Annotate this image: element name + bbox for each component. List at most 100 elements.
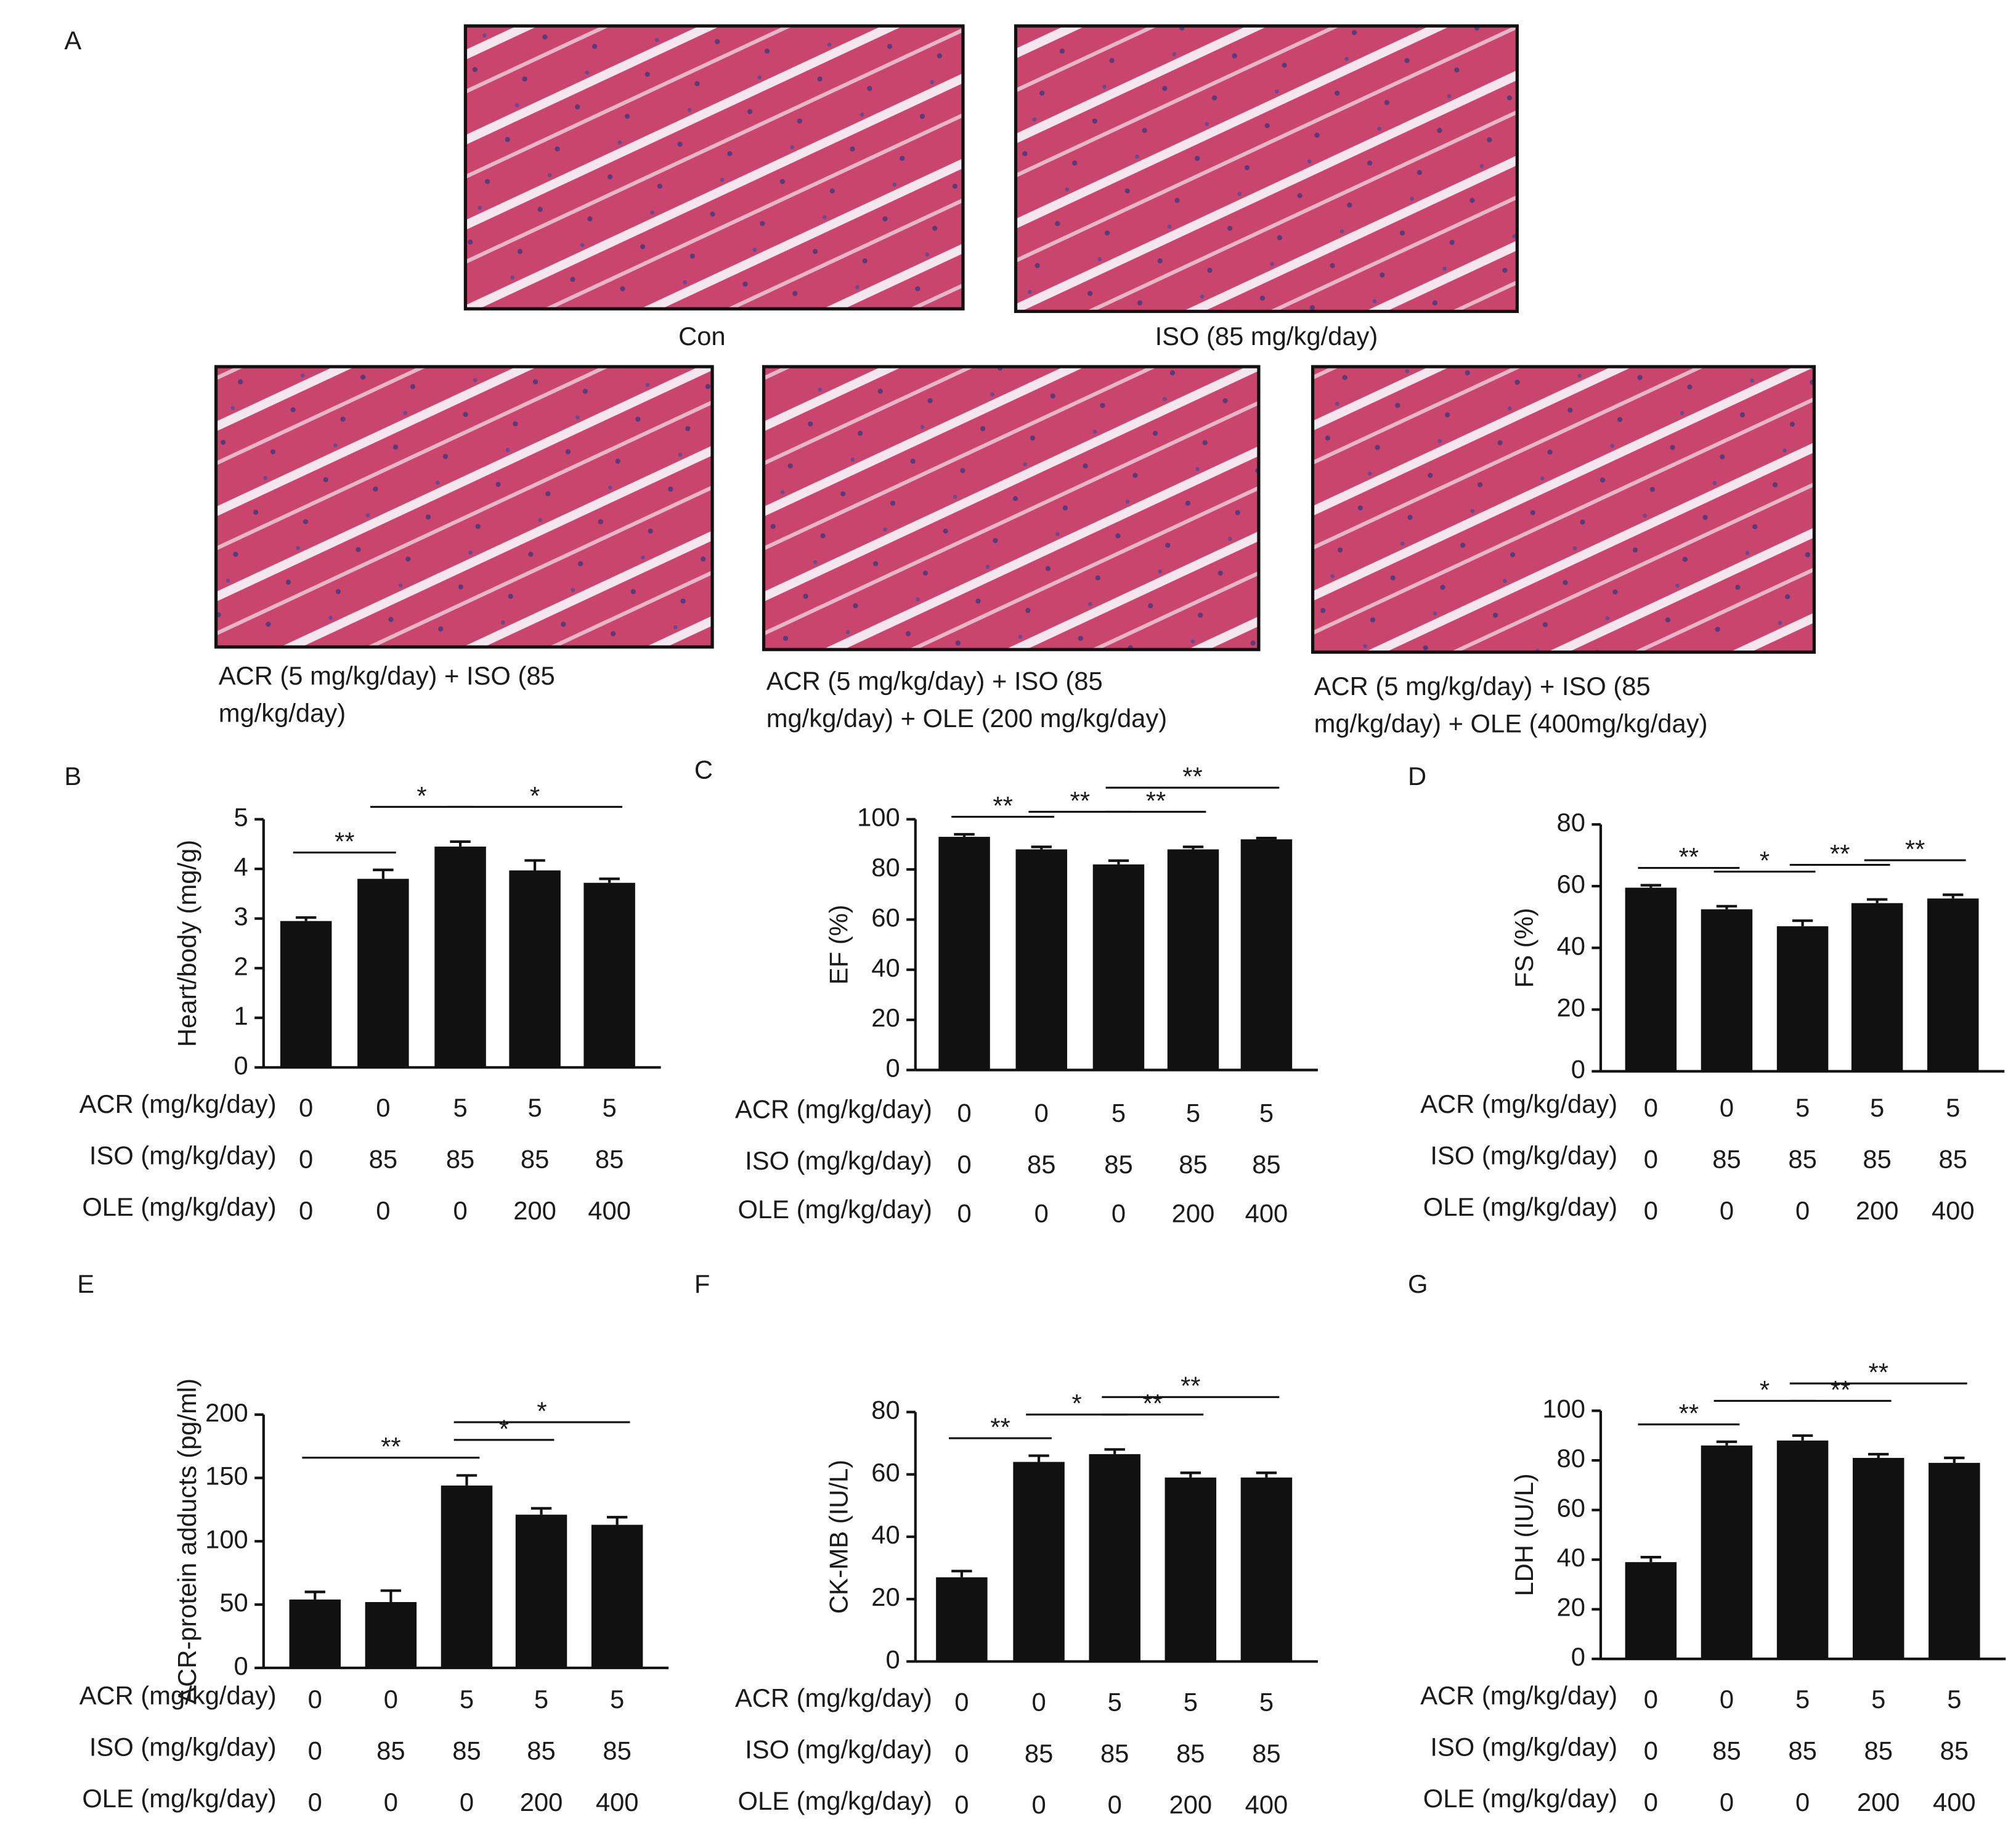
dose-value: 0 <box>308 1736 322 1765</box>
dose-value: 5 <box>1870 1093 1884 1122</box>
dose-value: 0 <box>1720 1196 1734 1225</box>
y-tick-label: 40 <box>1557 931 1585 960</box>
bar <box>434 846 486 1068</box>
row-label: ISO (mg/kg/day) <box>1430 1732 1617 1761</box>
panel-label: E <box>77 1269 94 1298</box>
dose-value: 5 <box>527 1093 542 1122</box>
y-tick-label: 5 <box>234 803 248 832</box>
dose-value: 0 <box>384 1685 398 1714</box>
significance-stars: ** <box>1905 834 1925 863</box>
image-caption: ACR (5 mg/kg/day) + ISO (85 <box>766 666 1103 695</box>
bar <box>1625 1562 1677 1659</box>
y-tick-label: 60 <box>871 903 900 932</box>
dose-value: 85 <box>376 1736 405 1765</box>
y-tick-label: 80 <box>871 853 900 882</box>
image-caption: mg/kg/day) + OLE (200 mg/kg/day) <box>766 704 1167 733</box>
row-label: ACR (mg/kg/day) <box>79 1681 277 1710</box>
significance-stars: ** <box>1181 1372 1200 1401</box>
significance-stars: ** <box>993 791 1012 820</box>
dose-value: 85 <box>1788 1736 1816 1765</box>
y-tick-label: 0 <box>234 1051 248 1080</box>
y-axis-label: Heart/body (mg/g) <box>173 840 201 1047</box>
dose-value: 0 <box>954 1790 969 1819</box>
dose-value: 400 <box>1933 1788 1976 1817</box>
dose-value: 85 <box>1179 1150 1207 1179</box>
dose-value: 5 <box>1112 1099 1126 1128</box>
y-tick-label: 40 <box>871 1520 900 1549</box>
dose-value: 0 <box>1644 1736 1658 1765</box>
bar <box>583 882 635 1068</box>
bar <box>441 1485 493 1668</box>
significance-stars: ** <box>335 827 354 856</box>
bar <box>509 870 561 1068</box>
significance-stars: ** <box>1830 839 1850 868</box>
dose-value: 400 <box>1245 1198 1288 1227</box>
y-tick-label: 0 <box>1571 1055 1585 1084</box>
dose-value: 0 <box>1795 1788 1810 1817</box>
dose-value: 5 <box>1108 1687 1122 1716</box>
bar <box>936 1577 988 1662</box>
y-tick-label: 150 <box>205 1462 248 1491</box>
bar <box>938 837 990 1070</box>
dose-value: 85 <box>521 1145 549 1174</box>
y-tick-label: 20 <box>1557 993 1585 1022</box>
dose-value: 85 <box>1025 1739 1053 1768</box>
dose-value: 85 <box>1863 1145 1891 1174</box>
panel-label: D <box>1408 762 1426 791</box>
dose-value: 5 <box>1795 1093 1810 1122</box>
row-label: ACR (mg/kg/day) <box>735 1094 932 1123</box>
dose-value: 5 <box>534 1685 548 1714</box>
dose-value: 0 <box>299 1196 313 1225</box>
dose-value: 0 <box>1795 1196 1810 1225</box>
dose-value: 85 <box>1712 1736 1741 1765</box>
y-tick-label: 20 <box>871 1582 900 1611</box>
y-tick-label: 0 <box>1571 1642 1585 1671</box>
panel-label: C <box>694 755 713 784</box>
bar <box>1776 926 1829 1072</box>
dose-value: 0 <box>957 1150 971 1179</box>
panel-label: F <box>694 1269 710 1298</box>
image-caption: mg/kg/day) + OLE (400mg/kg/day) <box>1314 709 1708 738</box>
significance-stars: ** <box>1679 842 1699 871</box>
dose-value: 85 <box>1788 1145 1816 1174</box>
significance-stars: * <box>530 781 540 810</box>
bar <box>365 1601 417 1668</box>
y-tick-label: 20 <box>1557 1593 1585 1622</box>
y-tick-label: 60 <box>1557 869 1585 898</box>
dose-value: 0 <box>376 1196 390 1225</box>
dose-value: 0 <box>957 1198 971 1227</box>
bar <box>1240 839 1293 1070</box>
y-tick-label: 0 <box>886 1054 900 1083</box>
significance-stars: ** <box>1146 786 1166 815</box>
significance-stars: ** <box>1070 786 1090 815</box>
bar <box>591 1524 643 1668</box>
y-tick-label: 60 <box>1557 1494 1585 1523</box>
dose-value: 0 <box>1108 1790 1122 1819</box>
dose-value: 85 <box>446 1145 474 1174</box>
dose-value: 0 <box>1031 1790 1046 1819</box>
significance-stars: * <box>537 1397 547 1426</box>
significance-stars: * <box>499 1414 509 1443</box>
dose-value: 85 <box>595 1145 624 1174</box>
image-caption: Con <box>678 322 726 351</box>
histology-image <box>762 365 1261 651</box>
bar <box>1625 887 1677 1072</box>
dose-value: 0 <box>1720 1093 1734 1122</box>
dose-value: 0 <box>1112 1198 1126 1227</box>
row-label: ISO (mg/kg/day) <box>745 1735 932 1764</box>
dose-value: 5 <box>460 1685 474 1714</box>
dose-value: 0 <box>308 1788 322 1817</box>
dose-value: 5 <box>453 1093 467 1122</box>
row-label: ACR (mg/kg/day) <box>79 1089 277 1118</box>
image-caption: ISO (85 mg/kg/day) <box>1155 322 1378 351</box>
dose-value: 85 <box>1939 1145 1967 1174</box>
significance-stars: * <box>1760 846 1770 875</box>
y-tick-label: 100 <box>857 803 900 832</box>
dose-value: 400 <box>588 1196 631 1225</box>
row-label: OLE (mg/kg/day) <box>738 1195 932 1224</box>
dose-value: 85 <box>1100 1739 1129 1768</box>
bar <box>1167 849 1219 1070</box>
row-label: ISO (mg/kg/day) <box>89 1732 277 1761</box>
dose-value: 200 <box>513 1196 556 1225</box>
